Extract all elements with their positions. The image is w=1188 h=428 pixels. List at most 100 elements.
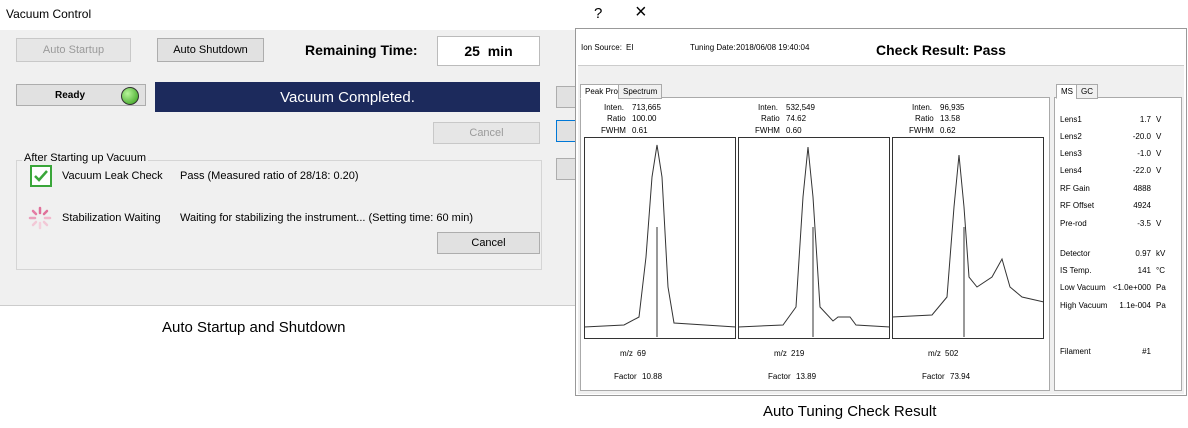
caption: Auto Tuning Check Result [763, 403, 937, 420]
factor-label: Factor [768, 372, 791, 381]
ratio-value: 100.00 [632, 114, 657, 123]
param-value: -20.0 [1132, 132, 1151, 141]
param-panel [1054, 97, 1182, 391]
param-value: 1.1e-004 [1119, 301, 1151, 310]
remaining-time-value: 25 min [437, 36, 540, 66]
group-box [16, 160, 542, 270]
param-value: 4924 [1133, 201, 1151, 210]
mz-label: m/z [928, 349, 941, 358]
param-name: Pre-rod [1060, 219, 1087, 228]
param-value: 0.97 [1135, 249, 1151, 258]
ratio-label: Ratio [607, 114, 626, 123]
tab[interactable]: MS [1056, 84, 1078, 99]
stabilization-result: Waiting for stabilizing the instrument..… [180, 212, 474, 224]
param-unit: V [1156, 166, 1162, 175]
mz-label: m/z [774, 349, 787, 358]
leak-check-result: Pass (Measured ratio of 28/18: 0.20) [180, 170, 359, 182]
ratio-value: 13.58 [940, 114, 961, 123]
param-name: IS Temp. [1060, 266, 1092, 275]
param-name: RF Offset [1060, 201, 1095, 210]
banner: Vacuum Completed. [155, 82, 540, 112]
param-value: -1.0 [1137, 149, 1151, 158]
tab[interactable]: GC [1076, 84, 1098, 99]
cancel-button[interactable]: Cancel [437, 232, 540, 254]
param-unit: kV [1156, 249, 1166, 258]
peak-plot [584, 137, 736, 339]
ion-source-label: Ion Source: [581, 43, 622, 52]
peak-curve [584, 144, 736, 328]
fwhm-value: 0.62 [940, 126, 956, 135]
mz-value: 219 [791, 349, 805, 358]
fwhm-value: 0.61 [632, 126, 648, 135]
plot-frame [584, 137, 736, 339]
remaining-time-label: Remaining Time: [305, 42, 418, 58]
inten-value: 713,665 [632, 103, 661, 112]
check-result: Check Result: Pass [876, 42, 1006, 58]
mz-value: 69 [637, 349, 646, 358]
window-title: Vacuum Control [6, 7, 92, 21]
plot-frame [738, 137, 890, 339]
peak-plot [738, 137, 890, 339]
tuning-window: Ion Source: EI Tuning Date: 2018/06/08 1… [575, 28, 1187, 396]
param-name: Lens4 [1060, 166, 1082, 175]
tuning-date-label: Tuning Date: [690, 43, 736, 52]
leak-check-label: Vacuum Leak Check [62, 170, 163, 182]
fwhm-label: FWHM [909, 126, 934, 135]
param-value: #1 [1142, 347, 1151, 356]
peak-curve [892, 154, 1044, 318]
param-value: 1.7 [1139, 115, 1151, 124]
inten-value: 96,935 [940, 103, 965, 112]
param-name: Lens2 [1060, 132, 1082, 141]
auto-startup-button[interactable]: Auto Startup [16, 38, 131, 62]
param-name: Detector [1060, 249, 1091, 258]
help-button[interactable]: ? [594, 5, 603, 22]
ratio-value: 74.62 [786, 114, 807, 123]
factor-value: 73.94 [950, 372, 971, 381]
plot-frame [892, 137, 1044, 339]
param-name: Filament [1060, 347, 1091, 356]
param-unit: V [1156, 132, 1162, 141]
param-unit: V [1156, 149, 1162, 158]
inten-value: 532,549 [786, 103, 815, 112]
factor-value: 13.89 [796, 372, 817, 381]
fwhm-value: 0.60 [786, 126, 802, 135]
auto-shutdown-button[interactable]: Auto Shutdown [157, 38, 264, 62]
peak-curve [738, 146, 890, 328]
factor-label: Factor [922, 372, 945, 381]
inten-label: Inten. [912, 103, 933, 112]
group-title: After Starting up Vacuum [22, 152, 149, 164]
stabilization-label: Stabilization Waiting [62, 212, 161, 224]
fwhm-label: FWHM [601, 126, 626, 135]
mz-value: 502 [945, 349, 959, 358]
inten-label: Inten. [604, 103, 625, 112]
status-button: Ready [16, 84, 146, 106]
tab[interactable]: Spectrum [618, 84, 663, 99]
title-bar: Vacuum Control ? × [0, 0, 665, 31]
param-name: RF Gain [1060, 184, 1090, 193]
ratio-label: Ratio [915, 114, 934, 123]
param-name: Lens1 [1060, 115, 1082, 124]
tuning-date: 2018/06/08 19:40:04 [736, 43, 810, 52]
param-unit: V [1156, 115, 1162, 124]
factor-value: 10.88 [642, 372, 663, 381]
inten-label: Inten. [758, 103, 779, 112]
status-led [121, 87, 139, 105]
param-name: Low Vacuum [1060, 283, 1106, 292]
param-name: Lens3 [1060, 149, 1082, 158]
spinner-icon [28, 206, 52, 230]
param-unit: V [1156, 219, 1162, 228]
param-value: -22.0 [1132, 166, 1151, 175]
param-value: 4888 [1133, 184, 1151, 193]
param-unit: Pa [1156, 283, 1166, 292]
mz-label: m/z [620, 349, 633, 358]
cancel-button[interactable]: Cancel [433, 122, 540, 144]
close-button[interactable]: × [635, 1, 647, 23]
peak-plot [892, 137, 1044, 339]
param-name: High Vacuum [1060, 301, 1108, 310]
fwhm-label: FWHM [755, 126, 780, 135]
factor-label: Factor [614, 372, 637, 381]
ion-source: EI [626, 43, 634, 52]
param-value: 141 [1137, 266, 1151, 275]
dialog-body: Auto Startup Auto Shutdown Remaining Tim… [0, 30, 578, 306]
